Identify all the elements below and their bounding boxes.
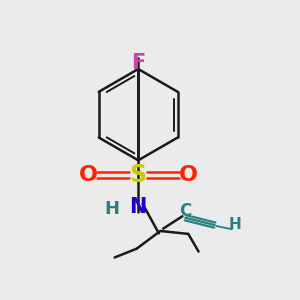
Text: O: O: [79, 165, 98, 185]
Text: H: H: [104, 200, 119, 218]
Text: N: N: [130, 197, 147, 218]
Text: S: S: [130, 163, 147, 187]
Text: F: F: [131, 53, 145, 73]
Text: C: C: [179, 202, 191, 220]
Text: O: O: [179, 165, 198, 185]
Text: H: H: [229, 217, 242, 232]
